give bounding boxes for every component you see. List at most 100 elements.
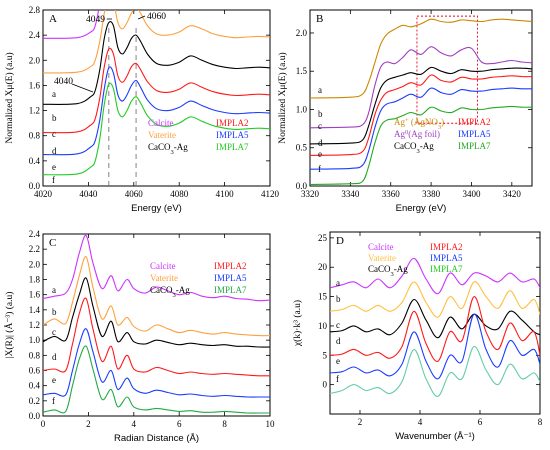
x-tick-label: 4060	[125, 189, 144, 199]
series-line-b	[330, 281, 540, 318]
y-tick-label: 0.5	[296, 143, 308, 153]
series-line-a	[310, 18, 532, 99]
y-tick-label: 1.8	[29, 275, 41, 285]
x-tick-label: 6	[478, 417, 483, 427]
y-tick-label: 2.4	[29, 229, 41, 239]
series-group	[43, 234, 270, 414]
trace-label-d: d	[52, 146, 57, 156]
legend-entry: IMPLA2	[214, 261, 247, 271]
x-tick-label: 8	[222, 419, 227, 429]
legend-entry: Vaterite	[368, 253, 396, 263]
x-tick-label: 3380	[422, 189, 441, 199]
series-line-e	[43, 66, 270, 156]
trace-label-c: c	[52, 129, 56, 139]
legend-entry: IMPLA2	[216, 118, 249, 128]
x-axis-label: Energy (eV)	[396, 203, 447, 214]
series-line-c	[310, 66, 532, 145]
y-axis-label: Normalized Xμ(E) (a.u)	[4, 52, 15, 143]
y-tick-label: 1.5	[296, 66, 308, 76]
legend-entry: IMPLA5	[214, 273, 247, 283]
trace-label-c: c	[318, 121, 322, 131]
legend-entry: CaCO3-Ag	[394, 141, 434, 155]
trace-label-e: e	[336, 356, 340, 366]
y-tick-label: 2.0	[29, 259, 41, 269]
series-line-e	[43, 328, 270, 398]
series-line-b	[310, 46, 532, 129]
x-tick-label: 4040	[79, 189, 98, 199]
y-tick-label: 0.4	[29, 156, 41, 166]
y-tick-label: 20	[318, 262, 328, 272]
trace-label-f: f	[52, 396, 55, 406]
series-line-d	[310, 74, 532, 156]
series-line-e	[330, 313, 540, 380]
y-tick-label: 0.0	[29, 411, 41, 421]
y-tick-label: 2.0	[296, 28, 308, 38]
y-tick-label: 10	[318, 321, 328, 331]
y-tick-label: 15	[318, 292, 328, 302]
x-axis-label: Wavenumber (Å⁻¹)	[395, 431, 475, 442]
panel-b: 3320 3340 3360 3380 3400 3420 0.0 0.5 1.0 1.5 2.0 E…	[277, 9, 533, 214]
annotation-arrow	[71, 83, 94, 93]
series-line-a	[330, 257, 540, 295]
legend-entry: Ag0(Ag foil)	[394, 129, 440, 140]
x-tick-label: 2	[358, 417, 363, 427]
trace-label-d: d	[318, 138, 323, 148]
y-tick-label: 0.2	[29, 396, 40, 406]
series-line-a	[43, 234, 270, 302]
trace-label-f: f	[52, 175, 55, 185]
legend-entry: CaCO3-Ag	[148, 142, 188, 156]
x-tick-label: 4100	[216, 189, 235, 199]
legend-entry: IMPLA2	[430, 242, 463, 252]
y-tick-label: 5	[323, 350, 328, 360]
trace-label-e: e	[52, 162, 56, 172]
legend-entry: IMPLA5	[458, 129, 491, 139]
y-tick-label: 1.2	[29, 320, 40, 330]
energy-annotation: 4040	[54, 77, 73, 87]
x-tick-label: 3400	[462, 189, 481, 199]
series-line-d	[330, 296, 540, 362]
x-tick-label: 4120	[261, 189, 280, 199]
legend-entry: Vaterite	[148, 130, 176, 140]
legend-entry: Vaterite	[150, 273, 178, 283]
trace-label-d: d	[336, 336, 341, 346]
series-line-f	[330, 345, 540, 397]
legend-entry: IMPLA5	[430, 253, 463, 263]
x-tick-label: 8	[538, 417, 543, 427]
y-axis-label: Normalized Xμ(E) (a.u)	[277, 52, 288, 143]
x-tick-label: 3420	[503, 189, 522, 199]
y-tick-label: 0.0	[29, 181, 41, 191]
x-tick-label: 4	[132, 419, 137, 429]
series-group	[43, 10, 270, 176]
x-tick-label: 0	[41, 419, 46, 429]
plot-frame	[329, 231, 541, 415]
legend-entry: Calcite	[148, 118, 174, 128]
trace-label-d: d	[52, 352, 57, 362]
energy-annotation: 4049	[86, 15, 105, 25]
x-tick-label: 4020	[34, 189, 53, 199]
y-tick-label: 1.2	[29, 106, 40, 116]
panel-letter: D	[336, 235, 344, 247]
annotation-arrow	[137, 15, 146, 20]
series-line-d	[43, 297, 270, 377]
x-tick-label: 4080	[170, 189, 189, 199]
panel-letter: C	[49, 237, 56, 249]
trace-label-b: b	[336, 294, 341, 304]
series-line-d	[43, 47, 270, 134]
legend-entry: IMPLA2	[458, 117, 491, 127]
x-axis-label: Energy (eV)	[131, 203, 182, 214]
legend-entry: IMPLA5	[216, 130, 249, 140]
legend-entry: Calcite	[150, 261, 176, 271]
y-tick-label: 1.0	[296, 104, 308, 114]
x-tick-label: 2	[86, 419, 91, 429]
series-group	[330, 257, 540, 397]
legend-entry: CaCO3-Ag	[150, 285, 190, 299]
legend-entry: IMPLA7	[216, 142, 249, 152]
y-tick-label: 1.0	[29, 335, 41, 345]
series-line-f	[43, 82, 270, 176]
trace-label-c: c	[336, 320, 340, 330]
x-tick-label: 6	[177, 419, 182, 429]
series-line-b	[43, 256, 270, 337]
y-tick-label: 0	[323, 380, 328, 390]
series-line-e	[310, 87, 532, 170]
y-tick-label: 25	[318, 233, 328, 243]
